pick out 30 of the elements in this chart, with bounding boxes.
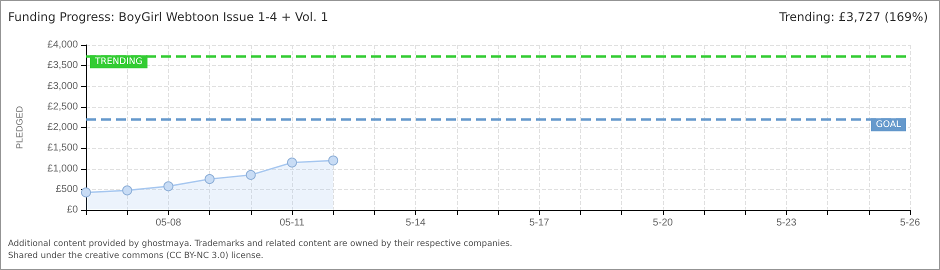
x-tick-label: 5-20 (652, 218, 674, 228)
y-tick-label: £500 (56, 184, 78, 195)
x-tick-label: 05-08 (156, 218, 182, 228)
y-tick-label: £1,000 (47, 163, 78, 174)
x-tick-label: 5-23 (776, 218, 797, 228)
chart-title: Funding Progress: BoyGirl Webtoon Issue 1-4 + Vol. 1 (8, 10, 328, 24)
y-tick-label: £3,000 (47, 80, 78, 92)
x-tick-label: 5-26 (900, 218, 920, 228)
point (246, 170, 256, 180)
y-tick-label: £2,000 (47, 122, 78, 133)
text: Shared under the creative commons (CC BY-NC 3.0) license. (8, 251, 264, 261)
y-tick-label: £0 (66, 204, 78, 216)
point (81, 187, 91, 198)
x-tick-label: 5-14 (406, 218, 426, 228)
y-axis-title: PLEDGED (14, 105, 24, 150)
text: Additional content provided by ghostmaya. Trademarks and related content are owned by their respective companies. (8, 239, 512, 249)
ref-line-label: GOAL (876, 120, 901, 130)
point (328, 156, 338, 166)
ref-line-label: TRENDING (94, 56, 142, 67)
point (163, 181, 174, 192)
x-tick-label: 05-11 (280, 218, 305, 228)
point (122, 185, 132, 196)
y-tick-label: £2,500 (47, 101, 78, 112)
point (204, 174, 215, 184)
point (287, 158, 297, 168)
chart-subtitle: Trending: £3,727 (169%) (779, 10, 928, 24)
y-tick-label: £3,500 (47, 60, 78, 72)
x-tick-label: 5-17 (529, 218, 550, 228)
y-tick-label: £1,500 (47, 142, 78, 154)
y-tick-label: £4,000 (47, 40, 78, 50)
